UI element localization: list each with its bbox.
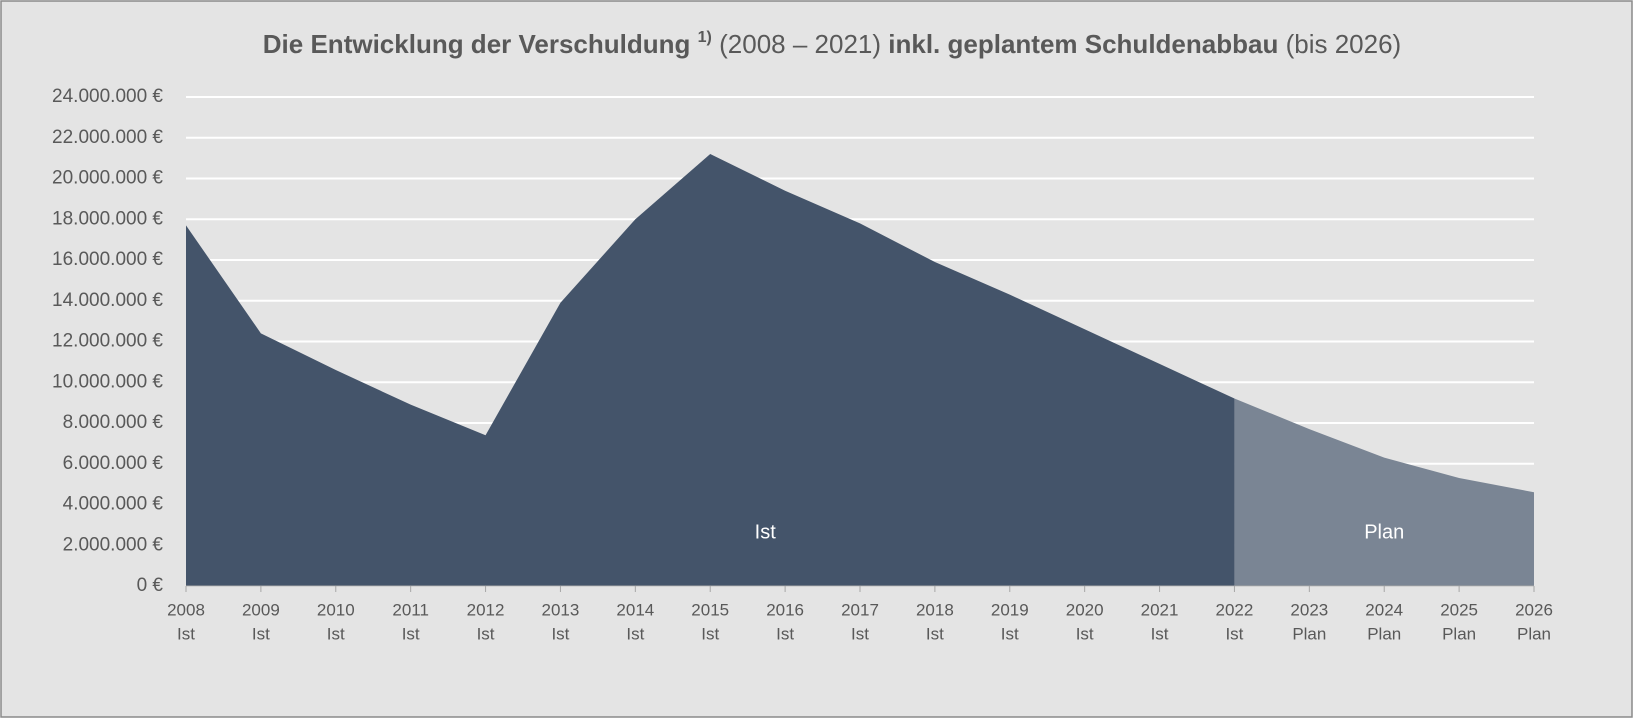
- x-tick-sublabel: Ist: [926, 624, 944, 643]
- x-tick-label: 2022: [1216, 600, 1254, 619]
- x-tick-sublabel: Ist: [477, 624, 495, 643]
- x-tick-label: 2014: [616, 600, 654, 619]
- chart-title: Die Entwicklung der Verschuldung 1) (200…: [263, 21, 1401, 59]
- x-tick-label: 2009: [242, 600, 280, 619]
- title-part: inkl. geplantem Schuldenabbau: [888, 29, 1278, 59]
- x-tick-sublabel: Ist: [1151, 624, 1169, 643]
- y-tick-label: 22.000.000 €: [52, 127, 163, 148]
- title-footnote: 1): [698, 29, 712, 46]
- y-tick-label: 10.000.000 €: [52, 371, 163, 392]
- x-tick-sublabel: Ist: [177, 624, 195, 643]
- x-tick-label: 2011: [392, 600, 429, 619]
- y-tick-label: 0 €: [137, 575, 164, 596]
- y-tick-label: 16.000.000 €: [52, 249, 163, 270]
- x-tick-sublabel: Ist: [776, 624, 794, 643]
- area: [186, 154, 1235, 587]
- y-tick-label: 2.000.000 €: [63, 534, 164, 555]
- title-part: (2008 – 2021): [719, 29, 881, 59]
- x-tick-sublabel: Ist: [851, 624, 869, 643]
- y-tick-label: 18.000.000 €: [52, 208, 163, 229]
- x-tick-label: 2018: [916, 600, 954, 619]
- title-part: (bis 2026): [1286, 29, 1402, 59]
- y-tick-label: 14.000.000 €: [52, 290, 163, 311]
- y-tick-label: 24.000.000 €: [52, 86, 163, 107]
- x-tick-sublabel: Ist: [1001, 624, 1019, 643]
- y-tick-label: 12.000.000 €: [52, 331, 163, 352]
- x-tick-label: 2019: [991, 600, 1029, 619]
- x-tick-sublabel: Ist: [1076, 624, 1094, 643]
- x-tick-label: 2012: [467, 600, 505, 619]
- x-tick-sublabel: Plan: [1367, 624, 1401, 643]
- x-tick-label: 2015: [691, 600, 729, 619]
- x-tick-sublabel: Ist: [1225, 624, 1243, 643]
- x-tick-sublabel: Ist: [252, 624, 270, 643]
- x-tick-label: 2010: [317, 600, 355, 619]
- x-tick-label: 2016: [766, 600, 804, 619]
- y-tick-label: 6.000.000 €: [63, 453, 164, 474]
- x-tick-sublabel: Plan: [1517, 624, 1551, 643]
- x-tick-label: 2026: [1515, 600, 1553, 619]
- x-tick-sublabel: Ist: [327, 624, 345, 643]
- area: [1234, 398, 1534, 586]
- x-tick-sublabel: Ist: [701, 624, 719, 643]
- x-tick-label: 2008: [167, 600, 205, 619]
- x-tick-label: 2024: [1365, 600, 1403, 619]
- x-tick-label: 2021: [1141, 600, 1179, 619]
- area-label: Ist: [755, 521, 777, 543]
- x-tick-label: 2017: [841, 600, 879, 619]
- x-tick-label: 2025: [1440, 600, 1478, 619]
- y-tick-label: 4.000.000 €: [63, 494, 164, 515]
- x-tick-label: 2013: [542, 600, 580, 619]
- x-tick-sublabel: Plan: [1442, 624, 1476, 643]
- x-tick-sublabel: Ist: [626, 624, 644, 643]
- title-part: Die Entwicklung der Verschuldung: [263, 29, 691, 59]
- x-tick-sublabel: Ist: [402, 624, 420, 643]
- x-tick-label: 2020: [1066, 600, 1104, 619]
- area-label: Plan: [1364, 521, 1404, 543]
- y-tick-label: 20.000.000 €: [52, 168, 163, 189]
- x-tick-sublabel: Plan: [1292, 624, 1326, 643]
- y-tick-label: 8.000.000 €: [63, 412, 164, 433]
- x-tick-label: 2023: [1290, 600, 1328, 619]
- x-tick-sublabel: Ist: [551, 624, 569, 643]
